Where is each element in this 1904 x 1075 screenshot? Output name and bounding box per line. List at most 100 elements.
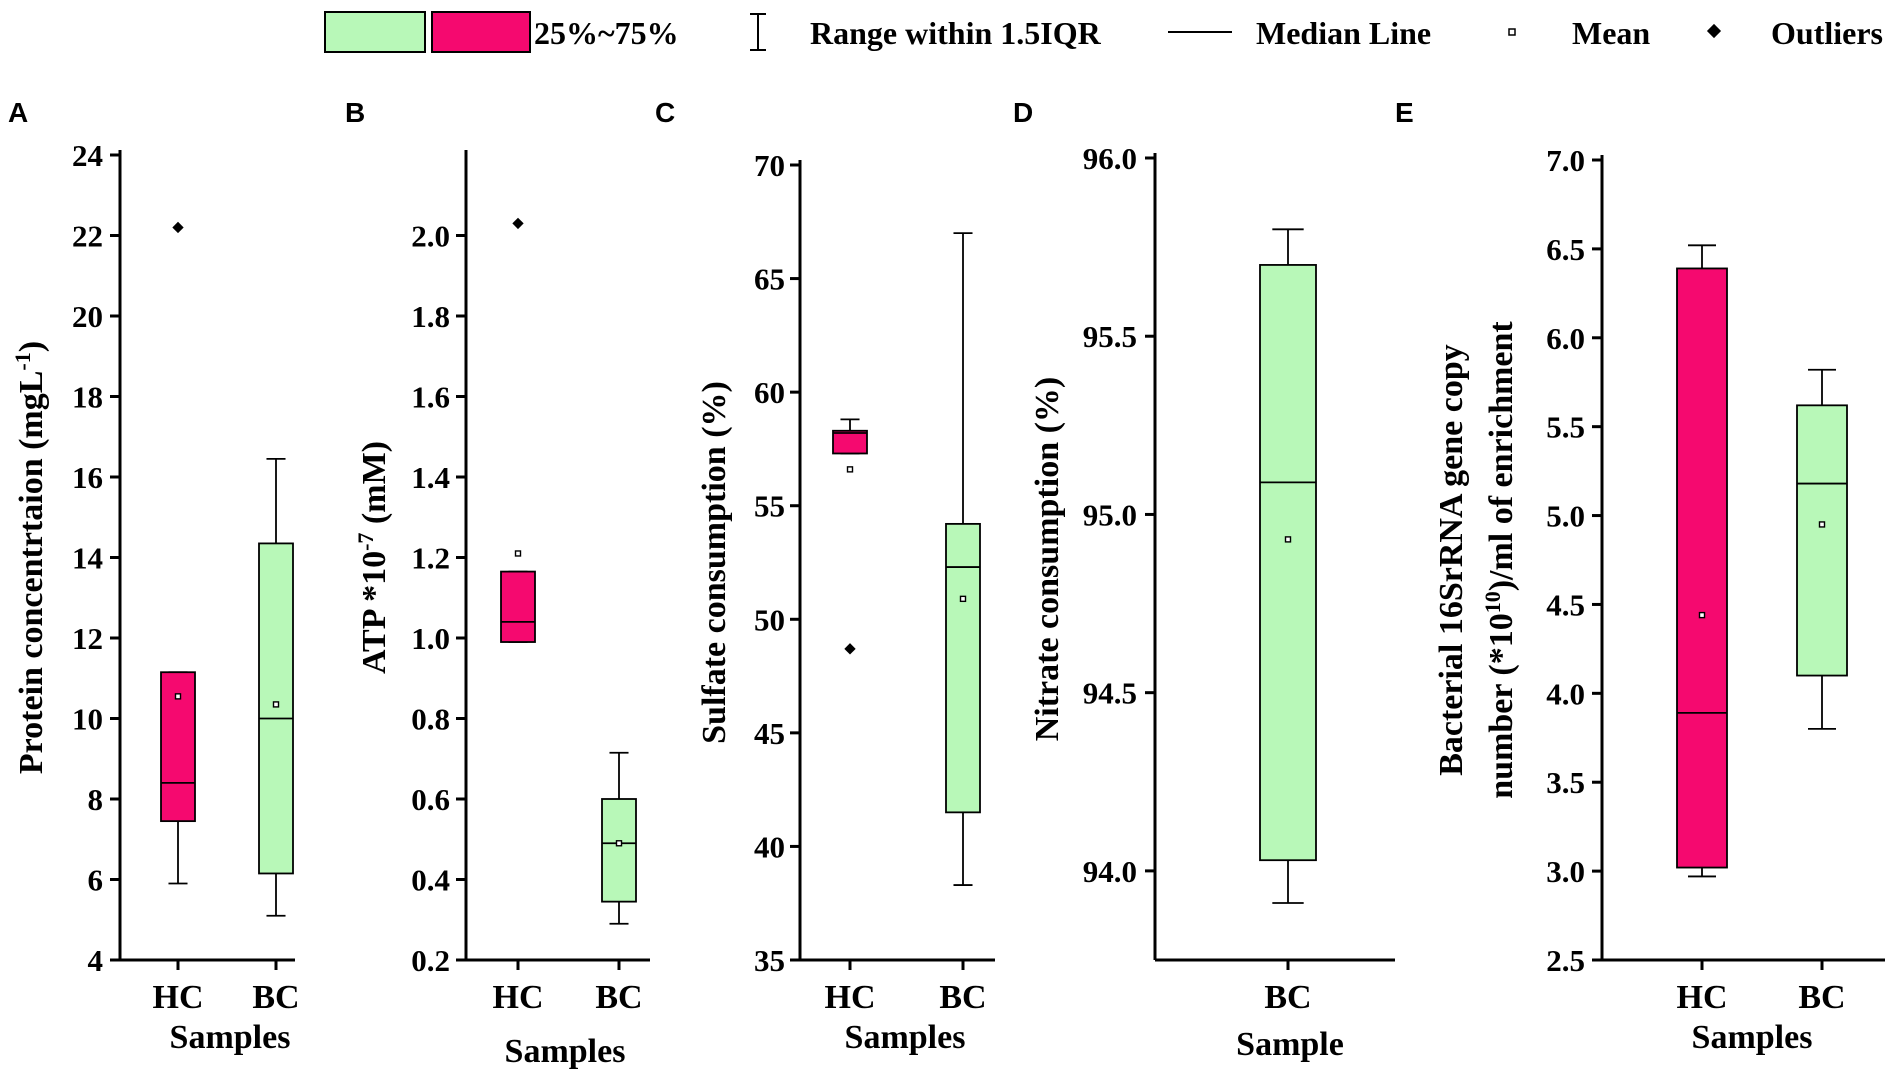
panel-letter: C xyxy=(655,97,675,128)
y-tick-label: 6.5 xyxy=(1546,232,1585,267)
box-HC xyxy=(160,221,196,885)
iqr-box xyxy=(1796,404,1848,677)
y-tick-label: 22 xyxy=(72,219,103,254)
y-tick-label: 94.0 xyxy=(1083,854,1137,889)
y-tick-label: 5.5 xyxy=(1546,410,1585,445)
x-tick-label: BC xyxy=(1798,979,1845,1016)
y-tick-label: 96.0 xyxy=(1083,141,1137,176)
y-axis-label-line1: Bacterial 16SrRNA gene copy xyxy=(1433,344,1470,776)
y-axis-label: Bacterial 16SrRNA gene copy xyxy=(1433,344,1470,776)
panel-E: E 2.5 3.0 3.5 4.0 4.5 5.0 5.5 6.0 6.5 7.0 HC BCSampl… xyxy=(1395,97,1885,1056)
y-tick-label: 2.5 xyxy=(1546,943,1585,978)
y-tick-label: 40 xyxy=(754,829,785,864)
panel-D: D 94.0 94.5 95.0 95.5 96.0 BC Sample Nitrate con… xyxy=(1013,97,1395,1063)
x-tick-label: BC xyxy=(252,979,299,1016)
x-axis-label: Samples xyxy=(505,1033,626,1070)
y-tick-label: 55 xyxy=(754,489,785,524)
y-axis-label: ATP *10-7 (mM) xyxy=(353,441,394,674)
panel-letter: D xyxy=(1013,97,1033,128)
y-tick-label: 95.0 xyxy=(1083,497,1137,532)
y-axis-label-line2: number (*1010)/ml of enrichment xyxy=(1480,321,1521,799)
y-tick-label: 0.4 xyxy=(411,863,450,898)
mean-marker xyxy=(615,840,623,847)
mean-marker xyxy=(1284,536,1292,543)
y-axis-label: Sulfate consumption (%) xyxy=(696,381,733,744)
y-tick-label: 94.5 xyxy=(1083,676,1137,711)
x-tick-label: HC xyxy=(493,979,544,1016)
x-axis-label: Samples xyxy=(1692,1019,1813,1056)
x-axis-label: Samples xyxy=(845,1019,966,1056)
legend-range-label: Range within 1.5IQR xyxy=(810,15,1102,51)
y-axis-label: Protein concentrtaion (mgL-1) xyxy=(10,341,51,774)
x-tick-label: BC xyxy=(595,979,642,1016)
y-tick-label: 24 xyxy=(72,138,103,173)
box-BC xyxy=(601,751,637,925)
y-axis-label: Nitrate consumption (%) xyxy=(1029,377,1066,742)
y-tick-label: 1.2 xyxy=(411,541,450,576)
mean-marker xyxy=(174,693,182,700)
y-tick-label: 0.6 xyxy=(411,782,450,817)
y-tick-label: 5.0 xyxy=(1546,499,1585,534)
iqr-box xyxy=(500,570,536,643)
legend-mean-icon xyxy=(1508,28,1516,36)
y-tick-label: 1.0 xyxy=(411,621,450,656)
y-tick-label: 65 xyxy=(754,262,785,297)
y-tick-label: 3.5 xyxy=(1546,765,1585,800)
mean-marker xyxy=(846,466,854,473)
y-tick-label: 1.8 xyxy=(411,299,450,334)
y-tick-label: 4 xyxy=(88,943,104,978)
y-tick-label: 18 xyxy=(72,380,103,415)
x-tick-label: HC xyxy=(825,979,876,1016)
y-tick-label: 35 xyxy=(754,943,785,978)
box-BC xyxy=(1796,368,1848,730)
box-HC xyxy=(1676,244,1728,878)
y-tick-label: 6.0 xyxy=(1546,321,1585,356)
y-tick-label: 3.0 xyxy=(1546,854,1585,889)
legend-outlier-icon xyxy=(1706,23,1722,39)
y-tick-label: 1.6 xyxy=(411,380,450,415)
x-tick-label: HC xyxy=(1677,979,1728,1016)
y-tick-label: 4.5 xyxy=(1546,587,1585,622)
mean-marker xyxy=(959,595,967,603)
y-axis-label-sup: -1 xyxy=(10,352,35,370)
x-axis-label: Samples xyxy=(170,1019,291,1056)
y-tick-label: 12 xyxy=(72,621,103,656)
y-tick-label: 20 xyxy=(72,299,103,334)
y-axis-label-part: ATP *10 xyxy=(356,551,393,674)
panel-B: B 0.2 0.4 0.6 0.8 1.0 1.2 1.4 1.6 1.8 2.0 HC BC Sampl… xyxy=(345,97,650,1070)
y-axis-label-part: Protein concentrtaion (mgL xyxy=(13,371,50,775)
iqr-box xyxy=(258,542,294,875)
y-tick-label: 70 xyxy=(754,148,785,183)
legend-iqr-label: 25%~75% xyxy=(534,15,679,51)
y-axis-label-tail: ) xyxy=(13,341,50,352)
y-tick-label: 16 xyxy=(72,460,103,495)
y-tick-label: 10 xyxy=(72,702,103,737)
mean-marker xyxy=(1698,611,1706,619)
y-tick-label: 95.5 xyxy=(1083,319,1137,354)
box-HC xyxy=(500,217,536,643)
box-BC xyxy=(1259,228,1317,904)
mean-marker xyxy=(1818,521,1826,528)
y-tick-label: 2.0 xyxy=(411,219,450,254)
iqr-box xyxy=(1259,264,1317,862)
iqr-box xyxy=(832,429,868,455)
panel-letter: A xyxy=(8,97,28,128)
x-tick-label: BC xyxy=(939,979,986,1016)
iqr-box xyxy=(945,522,981,814)
box-BC xyxy=(945,232,981,886)
y-tick-label: 7.0 xyxy=(1546,143,1585,178)
mean-marker xyxy=(272,701,280,708)
y-axis-label-sup: -7 xyxy=(353,533,378,551)
y-tick-label: 8 xyxy=(88,782,104,817)
iqr-box xyxy=(601,798,637,903)
legend: 25%~75% Range within 1.5IQR Median Line … xyxy=(324,11,1883,53)
box-HC xyxy=(832,418,868,655)
y-tick-label: 45 xyxy=(754,716,785,751)
legend-range-icon xyxy=(750,13,766,51)
iqr-box xyxy=(1676,267,1728,869)
y-axis-label-part: Nitrate consumption (%) xyxy=(1029,377,1066,742)
